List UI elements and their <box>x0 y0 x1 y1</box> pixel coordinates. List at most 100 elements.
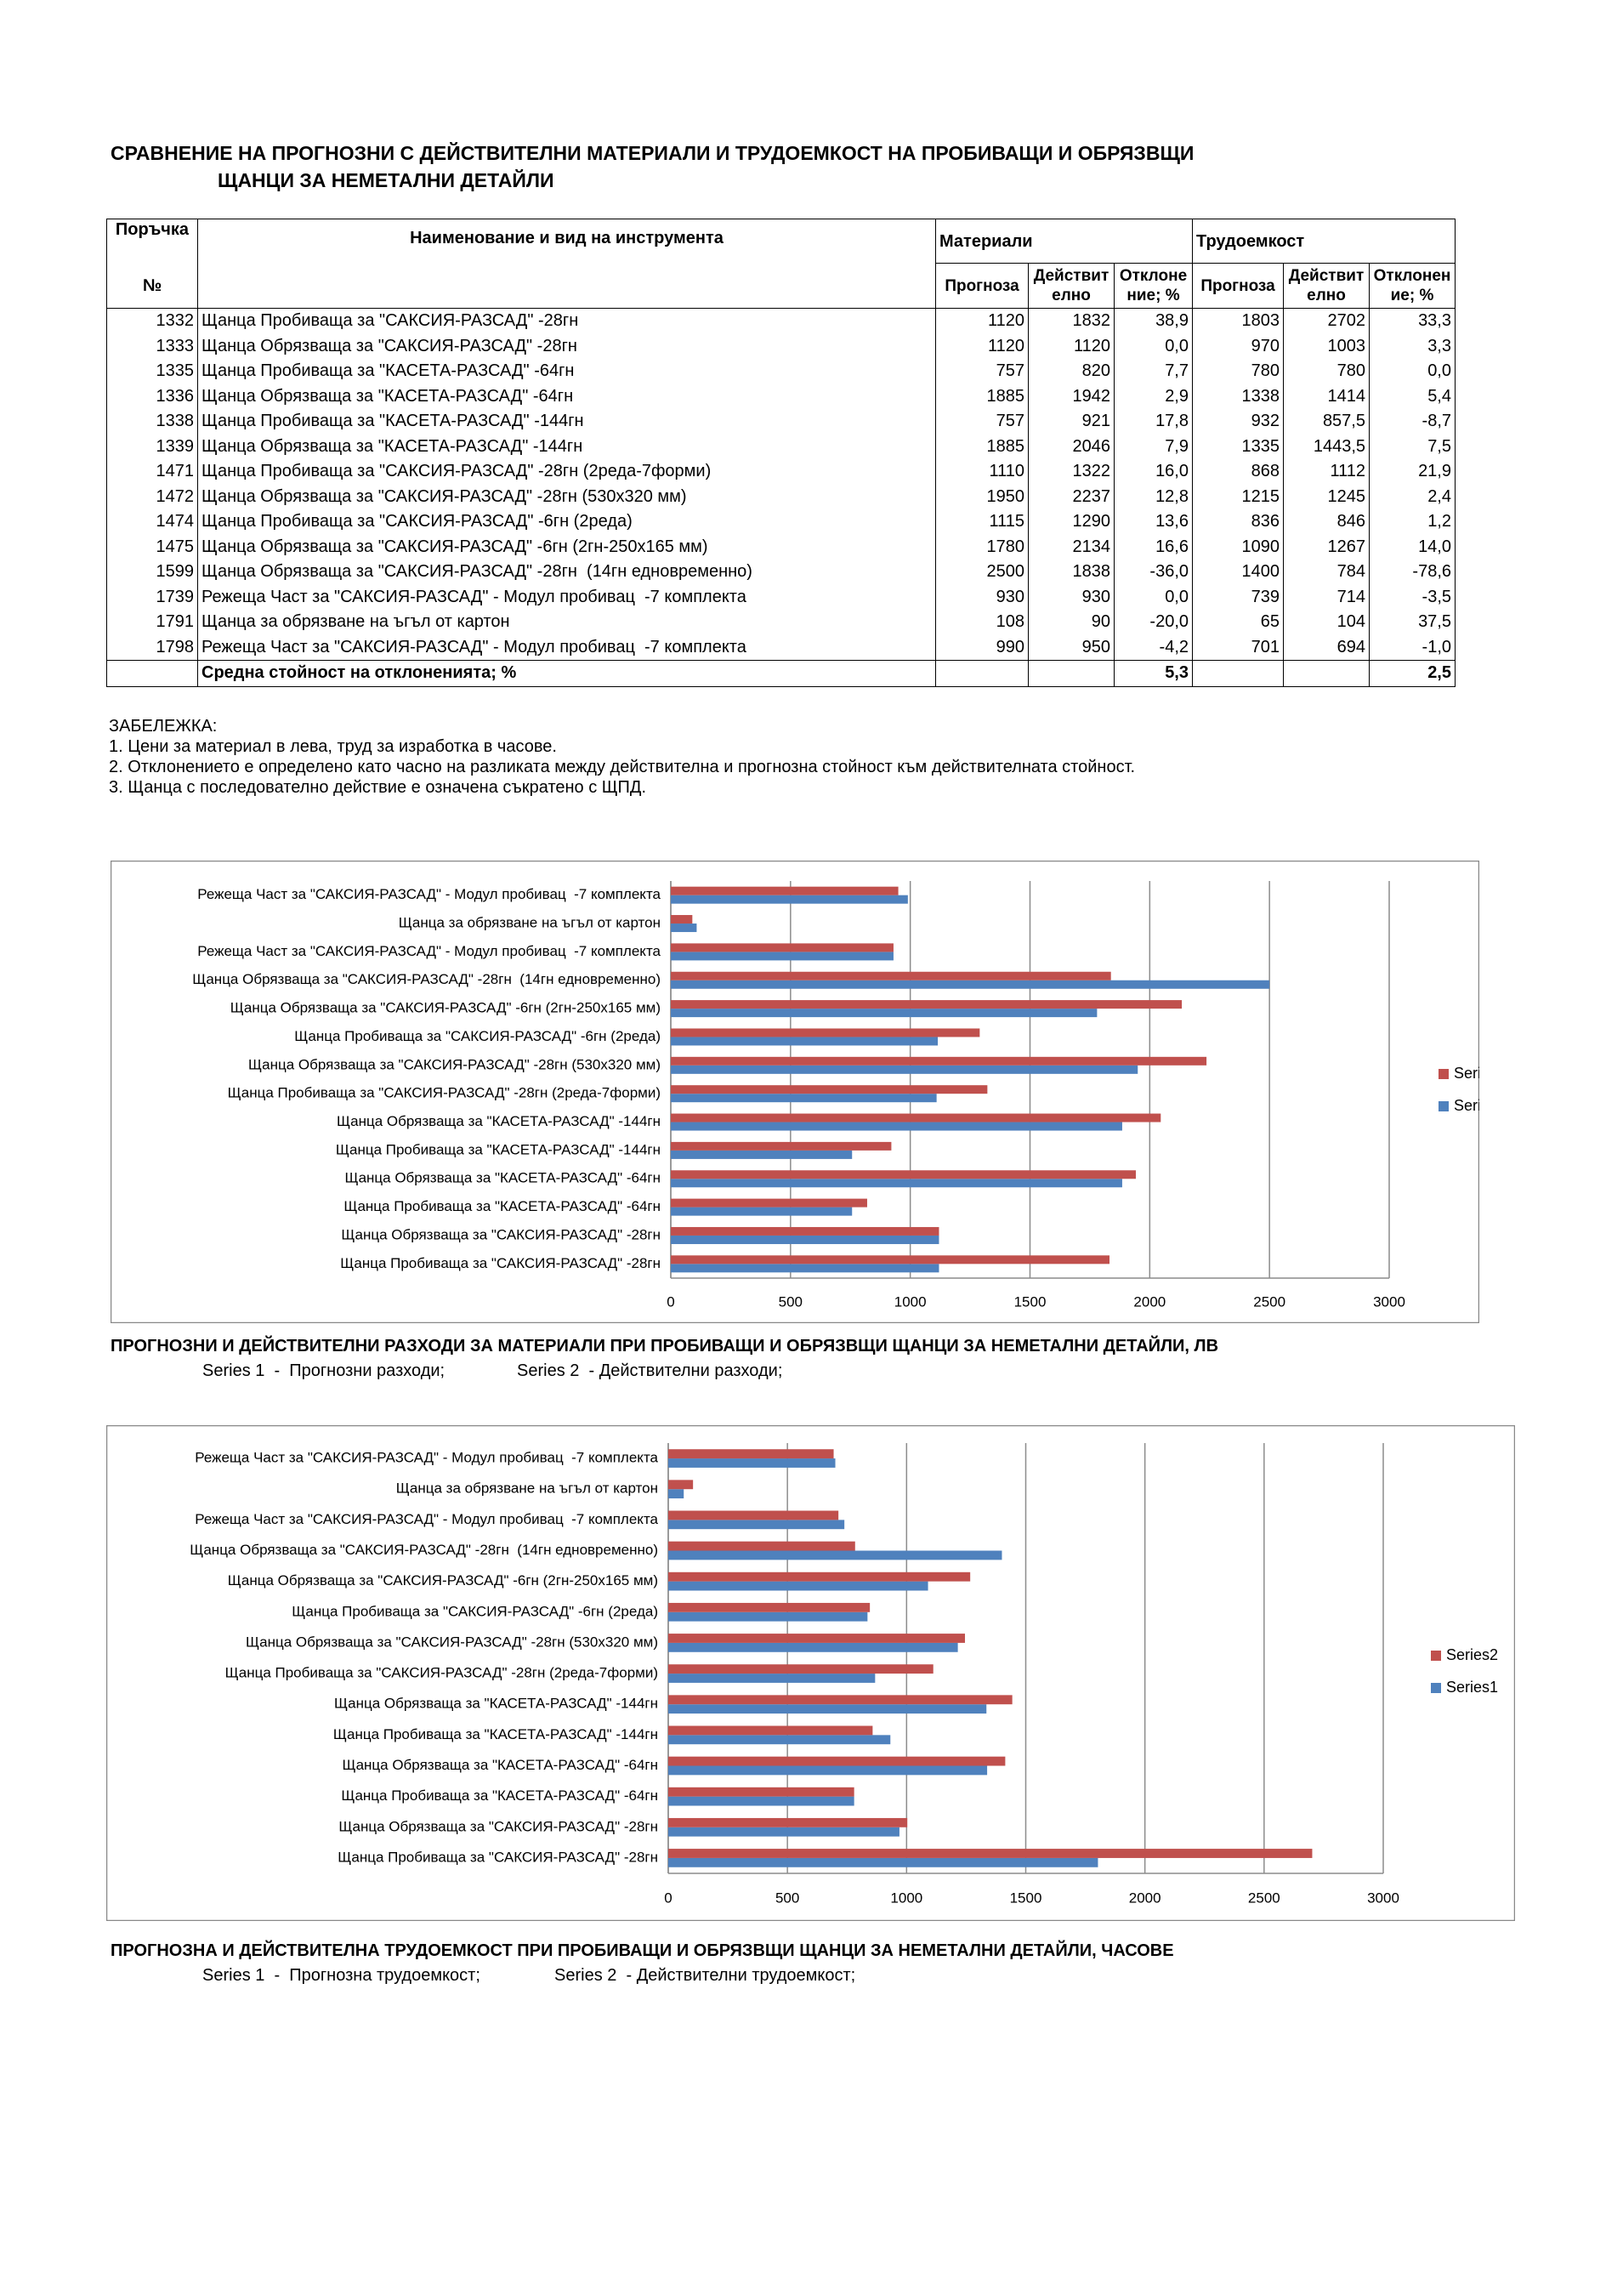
value-cell: 820 <box>1028 359 1115 384</box>
x-tick-label: 2500 <box>1253 1293 1285 1310</box>
name-cell: Щанца Пробиваща за "САКСИЯ-РАЗСАД" -6гн … <box>197 509 936 535</box>
x-tick-label: 2500 <box>1248 1890 1280 1906</box>
value-cell: 2702 <box>1283 308 1370 334</box>
note: 1. Цени за материал в лева, труд за изра… <box>109 737 557 756</box>
value-cell: 780 <box>1192 359 1284 384</box>
value-cell: 1443,5 <box>1283 434 1370 459</box>
table-row: 1471 Щанца Пробиваща за "САКСИЯ-РАЗСАД" -… <box>106 459 1456 485</box>
bar <box>668 1571 971 1582</box>
bar <box>671 1150 853 1159</box>
value-cell: 1245 <box>1283 484 1370 509</box>
value-cell: 1791 <box>106 610 198 635</box>
table-row: 1791 Щанца за обрязване на ъгъл от картон… <box>106 610 1456 635</box>
value-cell: 1333 <box>106 333 198 359</box>
header-cell: Отклонение; % <box>1114 263 1193 309</box>
y-tick-label: Щанца Пробиваща за "САКСИЯ-РАЗСАД" -28гн… <box>225 1665 658 1681</box>
name-cell: Щанца Обрязваща за "САКСИЯ-РАЗСАД" -28гн… <box>197 560 936 585</box>
value-cell: 1290 <box>1028 509 1115 535</box>
x-tick-label: 500 <box>775 1890 799 1906</box>
y-tick-label: Щанца Пробиваща за "САКСИЯ-РАЗСАД" -28гн <box>340 1255 661 1271</box>
series-note: Series 1 - Прогнозни разходи; <box>202 1361 445 1380</box>
bar <box>668 1756 1006 1766</box>
bar <box>668 1602 871 1612</box>
x-tick-label: 1000 <box>894 1293 927 1310</box>
value-cell: 1267 <box>1283 534 1370 560</box>
value-cell: 930 <box>935 584 1029 610</box>
header-cell: Действително <box>1028 263 1115 309</box>
bar <box>668 1796 854 1806</box>
value-cell: 104 <box>1283 610 1370 635</box>
y-tick-label: Щанца Пробиваща за "КАСЕТА-РАЗСАД" -64гн <box>341 1787 658 1804</box>
chart-caption: ПРОГНОЗНИ И ДЕЙСТВИТЕЛНИ РАЗХОДИ ЗА МАТЕ… <box>111 1337 1219 1355</box>
title: СРАВНЕНИЕ НА ПРОГНОЗНИ С ДЕЙСТВИТЕЛНИ МА… <box>111 142 1195 164</box>
note: 3. Щанца с последователно действие е озн… <box>109 778 647 797</box>
table-row: 1472 Щанца Обрязваща за "САКСИЯ-РАЗСАД" -… <box>106 484 1456 509</box>
footer-cell: 2,5 <box>1369 660 1456 687</box>
value-cell: 7,7 <box>1114 359 1193 384</box>
legend-swatch <box>1431 1651 1441 1661</box>
footer-cell <box>106 660 198 687</box>
value-cell: 65 <box>1192 610 1284 635</box>
value-cell: 21,9 <box>1369 459 1456 485</box>
bar <box>668 1634 966 1643</box>
name-cell: Щанца Обрязваща за "САКСИЯ-РАЗСАД" -6гн … <box>197 534 936 560</box>
value-cell: 757 <box>935 359 1029 384</box>
value-cell: 108 <box>935 610 1029 635</box>
table-row: 1599 Щанца Обрязваща за "САКСИЯ-РАЗСАД" -… <box>106 560 1456 585</box>
value-cell: 1322 <box>1028 459 1115 485</box>
value-cell: 1115 <box>935 509 1029 535</box>
y-tick-label: Щанца за обрязване на ъгъл от картон <box>396 1480 658 1497</box>
value-cell: 1335 <box>1192 434 1284 459</box>
value-cell: 1120 <box>935 308 1029 334</box>
footer-cell <box>1283 660 1370 687</box>
name-cell: Щанца за обрязване на ъгъл от картон <box>197 610 936 635</box>
chart: 0 500 1000 1500 2000 2500 3000 Щанца Пробиваща … <box>106 1425 1515 1921</box>
y-tick-label: Щанца Обрязваща за "САКСИЯ-РАЗСАД" -28гн… <box>190 1542 658 1558</box>
title: ЩАНЦИ ЗА НЕМЕТАЛНИ ДЕТАЙЛИ <box>218 169 554 191</box>
value-cell: 921 <box>1028 409 1115 435</box>
value-cell: 1215 <box>1192 484 1284 509</box>
value-cell: 1336 <box>106 384 198 409</box>
value-cell: 780 <box>1283 359 1370 384</box>
name-cell: Режеща Част за "САКСИЯ-РАЗСАД" - Модул п… <box>197 584 936 610</box>
value-cell: 970 <box>1192 333 1284 359</box>
value-cell: 1739 <box>106 584 198 610</box>
value-cell: 1110 <box>935 459 1029 485</box>
value-cell: 1780 <box>935 534 1029 560</box>
bar <box>668 1550 1002 1560</box>
legend-label: Series2 <box>1454 1065 1479 1082</box>
footer-cell <box>1192 660 1284 687</box>
value-cell: 2,9 <box>1114 384 1193 409</box>
value-cell: 17,8 <box>1114 409 1193 435</box>
header-cell: Прогноза <box>1192 263 1284 309</box>
value-cell: 857,5 <box>1283 409 1370 435</box>
bar <box>671 1085 988 1094</box>
value-cell: 714 <box>1283 584 1370 610</box>
bar <box>671 952 894 961</box>
y-tick-label: Режеща Част за "САКСИЯ-РАЗСАД" - Модул п… <box>197 943 661 959</box>
chart-caption: ПРОГНОЗНА И ДЕЙСТВИТЕЛНА ТРУДОЕМКОСТ ПРИ… <box>111 1941 1174 1960</box>
value-cell: 12,8 <box>1114 484 1193 509</box>
value-cell: 3,3 <box>1369 333 1456 359</box>
note: 2. Отклонението е определено като часно … <box>109 758 1136 776</box>
bar <box>671 1235 939 1244</box>
y-tick-label: Щанца Пробиваща за "КАСЕТА-РАЗСАД" -144г… <box>336 1141 661 1157</box>
bar <box>671 895 908 904</box>
header-cell: Материали <box>935 219 1193 264</box>
data-table: Поръчка Наименование и вид на инструмент… <box>106 219 1456 687</box>
value-cell: 2134 <box>1028 534 1115 560</box>
value-cell: 930 <box>1028 584 1115 610</box>
x-tick-label: 1500 <box>1010 1890 1042 1906</box>
x-tick-label: 2000 <box>1129 1890 1161 1906</box>
legend-label: Series2 <box>1446 1646 1498 1663</box>
bar <box>671 915 693 924</box>
value-cell: 14,0 <box>1369 534 1456 560</box>
table-row: 1338 Щанца Пробиваща за "КАСЕТА-РАЗСАД" -… <box>106 409 1456 435</box>
legend-swatch <box>1439 1069 1449 1079</box>
value-cell: 1338 <box>106 409 198 435</box>
bar <box>668 1510 839 1520</box>
value-cell: 1090 <box>1192 534 1284 560</box>
table-row: 1335 Щанца Пробиваща за "КАСЕТА-РАЗСАД" -… <box>106 359 1456 384</box>
bar <box>668 1695 1013 1705</box>
